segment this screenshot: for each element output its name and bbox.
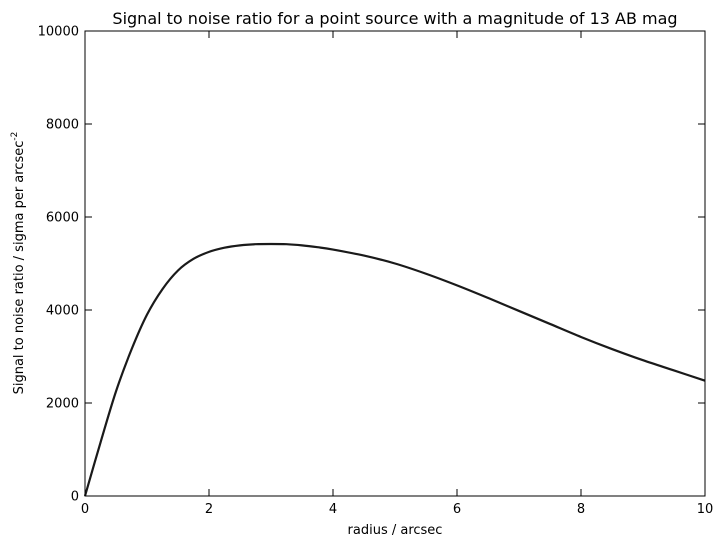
x-tick-label: 6 — [453, 502, 461, 517]
x-tick-label: 0 — [81, 502, 89, 517]
y-tick-label: 8000 — [46, 118, 79, 133]
x-tick-label: 2 — [205, 502, 213, 517]
x-axis-label: radius / arcsec — [348, 523, 443, 538]
y-tick-label: 6000 — [46, 211, 79, 226]
y-axis-label-text: Signal to noise ratio / sigma per arcsec — [12, 141, 27, 395]
plot-frame — [84, 30, 706, 497]
x-tick-label: 10 — [697, 502, 714, 517]
y-axis-ticks: 0 2000 4000 6000 8000 10000 — [38, 25, 705, 505]
snr-curve — [83, 242, 706, 497]
y-axis-label-superscript: -2 — [10, 132, 20, 141]
y-axis-label: Signal to noise ratio / sigma per arcsec… — [10, 132, 27, 395]
chart-title: Signal to noise ratio for a point source… — [112, 9, 677, 28]
x-tick-label: 4 — [329, 502, 337, 517]
y-tick-label: 0 — [71, 490, 79, 505]
x-tick-label: 8 — [577, 502, 585, 517]
y-tick-label: 4000 — [46, 304, 79, 319]
y-tick-label: 10000 — [38, 25, 79, 40]
y-tick-label: 2000 — [46, 397, 79, 412]
